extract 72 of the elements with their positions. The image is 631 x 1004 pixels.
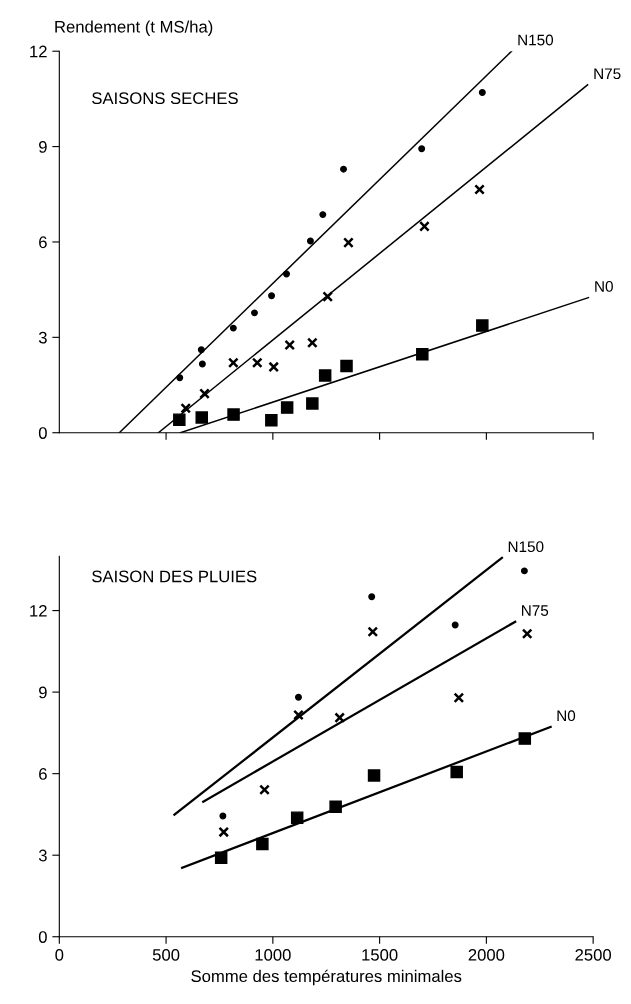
point: [218, 826, 230, 838]
point: [251, 309, 258, 317]
point: [521, 628, 533, 640]
series-label: N150: [508, 541, 544, 553]
y-tick-label: 9: [39, 686, 47, 699]
x-tick-label: 500: [152, 948, 180, 961]
y-tick-label: 3: [38, 849, 47, 862]
y-tick-label: 12: [30, 604, 47, 617]
point: [367, 769, 381, 782]
point: [268, 292, 276, 300]
point: [450, 765, 463, 779]
series-label: N75: [522, 605, 549, 616]
series-label: N0: [595, 280, 613, 292]
point: [368, 593, 376, 601]
y-tick-label: 6: [39, 236, 47, 249]
point: [306, 397, 319, 410]
point: [284, 339, 296, 351]
point: [229, 324, 237, 332]
x-tick-label: 0: [55, 948, 64, 961]
point: [251, 357, 263, 369]
point: [474, 184, 485, 195]
point: [306, 237, 314, 245]
point: [227, 357, 239, 369]
x-tick-label: 2500: [575, 948, 612, 961]
point: [227, 408, 240, 421]
point: [520, 567, 528, 575]
point: [478, 89, 486, 97]
point: [280, 401, 294, 414]
x-tick-label: 2000: [468, 948, 505, 961]
point: [319, 211, 327, 219]
text: SAISONS SECHES: [92, 92, 238, 105]
point: [340, 165, 347, 173]
point: [418, 145, 426, 153]
point: [294, 693, 302, 701]
point: [195, 411, 208, 424]
point: [198, 360, 206, 368]
y-tick-label: 6: [39, 768, 47, 780]
y-tick-label: 12: [30, 45, 47, 58]
x-tick-label: 1000: [255, 948, 291, 961]
point: [293, 709, 304, 721]
point: [334, 712, 346, 724]
text: SAISON DES PLUIES: [92, 570, 257, 583]
x-axis-title: Somme des températures minimales: [191, 969, 462, 986]
point: [322, 291, 334, 303]
point: [367, 626, 379, 638]
point: [268, 361, 280, 373]
point: [265, 414, 278, 427]
y-axis-title: Rendement (t MS/ha): [55, 20, 213, 36]
y-tick-label: 0: [38, 931, 47, 943]
point: [453, 692, 465, 704]
x-tick-label: 1500: [362, 948, 398, 961]
point: [476, 319, 489, 332]
point: [343, 237, 354, 249]
point: [259, 784, 270, 796]
point: [256, 837, 269, 851]
point: [290, 811, 304, 824]
point: [180, 402, 192, 414]
point: [173, 413, 186, 426]
y-tick-label: 3: [38, 331, 47, 344]
point: [199, 388, 210, 400]
y-tick-label: 0: [38, 427, 47, 439]
point: [318, 369, 332, 382]
point: [451, 621, 459, 629]
y-tick-label: 9: [39, 140, 47, 153]
point: [306, 337, 318, 349]
point: [419, 220, 430, 232]
series-label: N150: [518, 34, 554, 46]
point: [340, 359, 353, 373]
point: [283, 270, 290, 278]
series-label: N0: [557, 710, 576, 722]
series-label: N75: [594, 68, 621, 80]
point: [219, 812, 227, 820]
